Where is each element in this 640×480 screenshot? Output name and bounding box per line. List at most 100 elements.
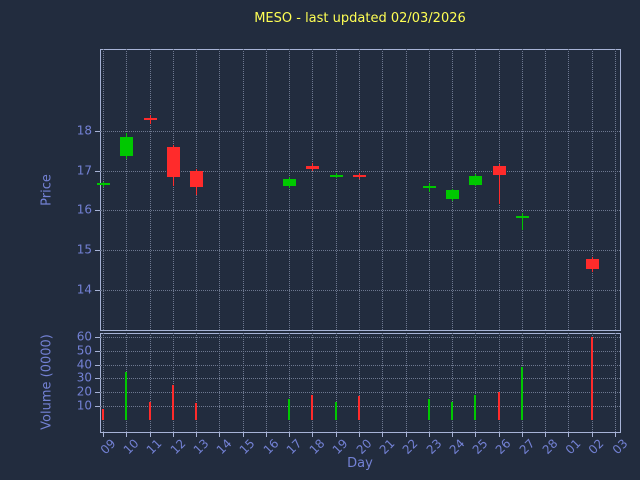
grid-line bbox=[100, 405, 620, 407]
x-tick-mark bbox=[196, 433, 198, 437]
candle-body bbox=[143, 117, 157, 121]
volume-tick-label: 30 bbox=[76, 370, 92, 385]
volume-bar bbox=[334, 401, 337, 420]
volume-tick-label: 40 bbox=[76, 357, 92, 372]
grid-line bbox=[100, 130, 620, 132]
volume-bar bbox=[497, 392, 500, 420]
grid-line bbox=[615, 333, 616, 432]
grid-line bbox=[100, 364, 620, 366]
grid-line bbox=[498, 333, 500, 432]
grid-line bbox=[289, 333, 291, 432]
y-tick-mark bbox=[95, 170, 100, 172]
candle-body bbox=[329, 174, 343, 177]
grid-line bbox=[242, 333, 244, 432]
y-tick-mark bbox=[95, 250, 100, 252]
grid-line bbox=[359, 49, 360, 330]
grid-line bbox=[382, 49, 384, 330]
x-tick-mark bbox=[126, 433, 128, 437]
candle-body bbox=[585, 259, 599, 270]
grid-line bbox=[568, 49, 570, 330]
day-tick-label: 25 bbox=[469, 436, 491, 457]
candle-body bbox=[515, 215, 529, 218]
x-tick-mark bbox=[428, 433, 430, 437]
day-tick-label: 13 bbox=[190, 436, 212, 457]
grid-line bbox=[475, 333, 477, 432]
day-tick-label: 21 bbox=[376, 436, 398, 457]
x-tick-mark bbox=[335, 433, 337, 437]
price-tick-label: 14 bbox=[76, 282, 92, 297]
grid-line bbox=[568, 333, 570, 432]
day-tick-label: 24 bbox=[446, 436, 468, 457]
price-tick-label: 15 bbox=[76, 242, 92, 257]
day-tick-label: 12 bbox=[167, 436, 189, 457]
x-tick-mark bbox=[591, 433, 593, 437]
grid-line bbox=[335, 49, 337, 330]
grid-line bbox=[172, 333, 174, 432]
y-tick-mark bbox=[95, 364, 100, 366]
volume-tick-label: 20 bbox=[76, 384, 92, 399]
x-tick-mark bbox=[452, 433, 454, 437]
x-tick-mark bbox=[405, 433, 407, 437]
x-tick-mark bbox=[312, 433, 314, 437]
candle-body bbox=[446, 190, 460, 200]
day-tick-label: 18 bbox=[306, 436, 328, 457]
grid-line bbox=[100, 210, 620, 212]
x-tick-mark bbox=[521, 433, 523, 437]
day-tick-label: 26 bbox=[493, 436, 514, 457]
grid-line bbox=[242, 49, 244, 330]
volume-tick-label: 10 bbox=[76, 398, 92, 413]
day-tick-label: 09 bbox=[97, 436, 119, 457]
candle-body bbox=[422, 185, 436, 189]
grid-line bbox=[219, 49, 221, 330]
grid-line bbox=[545, 333, 547, 432]
y-tick-mark bbox=[95, 405, 100, 407]
grid-line bbox=[359, 333, 360, 432]
day-tick-label: 17 bbox=[283, 436, 305, 457]
grid-line bbox=[405, 333, 407, 432]
day-tick-label: 14 bbox=[213, 436, 235, 457]
day-tick-label: 20 bbox=[353, 436, 375, 457]
candle-body bbox=[97, 183, 110, 186]
volume-bar bbox=[590, 337, 593, 420]
grid-line bbox=[428, 333, 430, 432]
x-tick-mark bbox=[545, 433, 547, 437]
grid-line bbox=[312, 49, 314, 330]
volume-bar bbox=[311, 394, 314, 420]
chart-title: MESO - last updated 02/03/2026 bbox=[254, 11, 466, 26]
volume-axis-label: Volume (0000) bbox=[39, 334, 55, 430]
grid-line bbox=[452, 333, 454, 432]
y-tick-mark bbox=[95, 378, 100, 380]
grid-line bbox=[545, 49, 547, 330]
volume-bar bbox=[520, 367, 523, 420]
day-tick-label: 23 bbox=[423, 436, 445, 457]
grid-line bbox=[100, 337, 620, 339]
candle-body bbox=[283, 178, 297, 187]
candle-wick bbox=[498, 163, 500, 205]
grid-line bbox=[149, 49, 151, 330]
x-tick-mark bbox=[149, 433, 151, 437]
grid-line bbox=[382, 333, 384, 432]
grid-line bbox=[103, 49, 104, 330]
candle-body bbox=[353, 175, 366, 178]
x-tick-mark bbox=[475, 433, 477, 437]
y-tick-mark bbox=[95, 290, 100, 292]
x-tick-mark bbox=[382, 433, 384, 437]
volume-tick-label: 60 bbox=[76, 329, 92, 344]
volume-bar bbox=[102, 408, 104, 420]
grid-line bbox=[591, 49, 593, 330]
volume-bar bbox=[474, 394, 477, 420]
grid-line bbox=[615, 49, 616, 330]
day-tick-label: 03 bbox=[609, 436, 631, 457]
grid-line bbox=[172, 49, 174, 330]
x-tick-mark bbox=[103, 433, 104, 437]
grid-line bbox=[100, 392, 620, 394]
x-tick-mark bbox=[359, 433, 360, 437]
x-tick-mark bbox=[498, 433, 500, 437]
day-tick-label: 11 bbox=[144, 436, 165, 457]
x-tick-mark bbox=[172, 433, 174, 437]
y-tick-mark bbox=[95, 392, 100, 394]
volume-bar bbox=[451, 401, 454, 420]
volume-bar bbox=[125, 371, 128, 420]
day-tick-label: 27 bbox=[516, 436, 538, 457]
